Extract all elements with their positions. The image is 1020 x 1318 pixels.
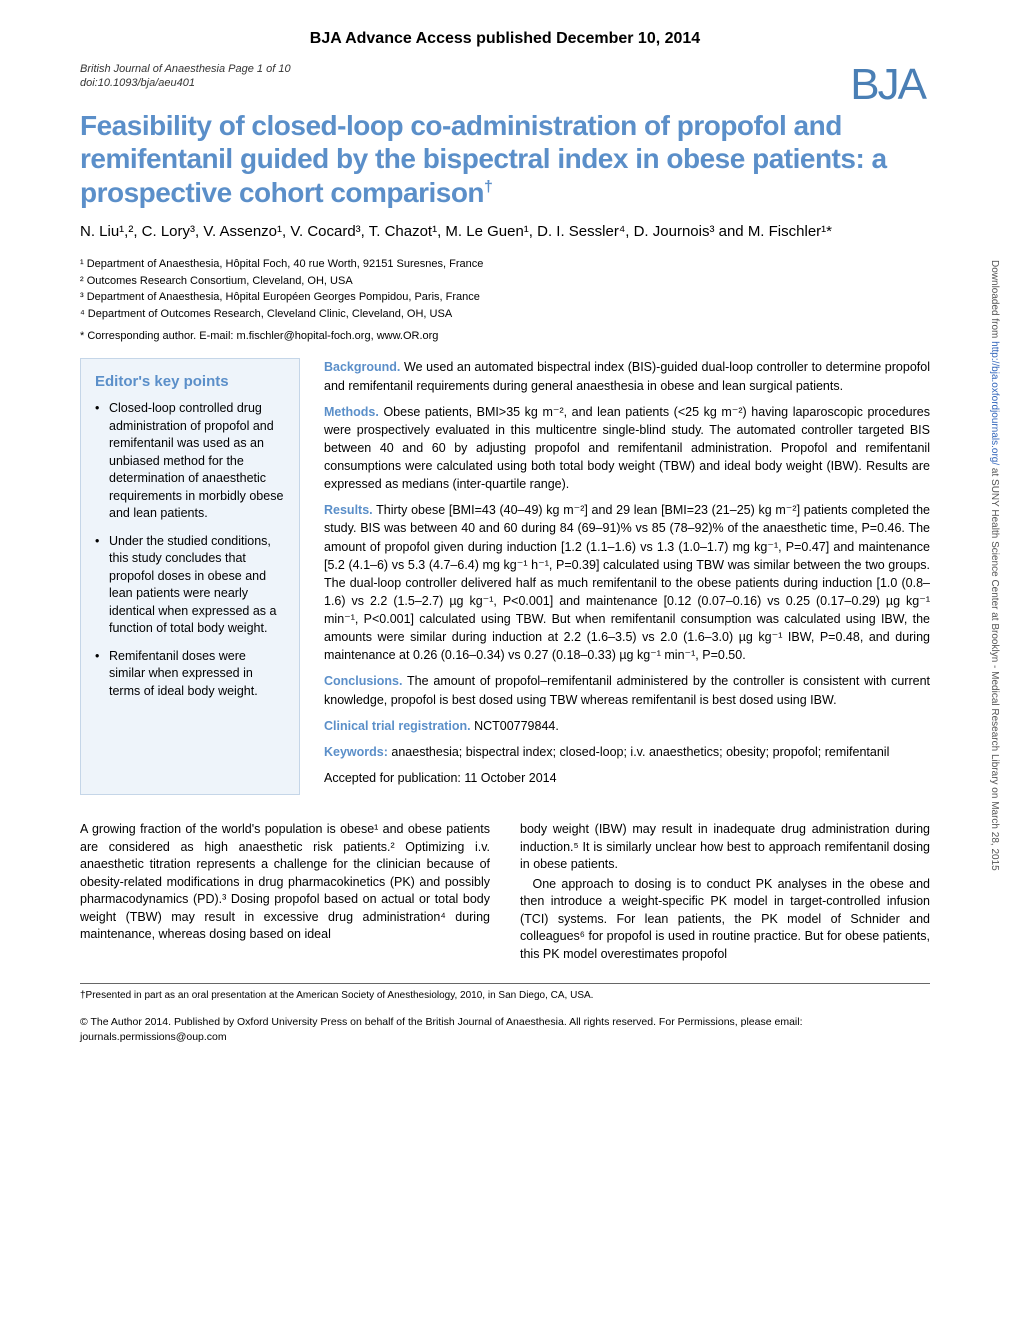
- side-post: at SUNY Health Science Center at Brookly…: [989, 465, 1000, 871]
- corresponding-author: * Corresponding author. E-mail: m.fischl…: [80, 330, 930, 342]
- affiliation-line: ² Outcomes Research Consortium, Clevelan…: [80, 273, 930, 290]
- copyright-notice: © The Author 2014. Published by Oxford U…: [80, 1015, 930, 1044]
- advance-access-banner: BJA Advance Access published December 10…: [80, 30, 930, 48]
- abstract-text: We used an automated bispectral index (B…: [324, 360, 930, 392]
- journal-page-line: British Journal of Anaesthesia Page 1 of…: [80, 62, 930, 76]
- abstract-label: Methods.: [324, 405, 379, 419]
- body-paragraph: A growing fraction of the world's popula…: [80, 821, 490, 944]
- dagger-footnote: †Presented in part as an oral presentati…: [80, 990, 930, 1001]
- abstract: Background. We used an automated bispect…: [324, 358, 930, 795]
- abstract-methods: Methods. Obese patients, BMI>35 kg m⁻², …: [324, 403, 930, 494]
- abstract-label: Keywords:: [324, 745, 388, 759]
- author-list: N. Liu¹,², C. Lory³, V. Assenzo¹, V. Coc…: [80, 223, 930, 240]
- body-col-left: A growing fraction of the world's popula…: [80, 821, 490, 963]
- abstract-keywords: Keywords: anaesthesia; bispectral index;…: [324, 743, 930, 761]
- editors-key-points-box: Editor's key points Closed-loop controll…: [80, 358, 300, 795]
- abstract-conclusions: Conclusions. The amount of propofol–remi…: [324, 672, 930, 708]
- abstract-label: Background.: [324, 360, 400, 374]
- abstract-background: Background. We used an automated bispect…: [324, 358, 930, 394]
- title-dagger: †: [484, 178, 492, 195]
- abstract-results: Results. Thirty obese [BMI=43 (40–49) kg…: [324, 501, 930, 664]
- abstract-text: anaesthesia; bispectral index; closed-lo…: [391, 745, 889, 759]
- abstract-text: NCT00779844.: [474, 719, 559, 733]
- keypoint-item: Closed-loop controlled drug administrati…: [95, 400, 285, 523]
- abstract-text: Thirty obese [BMI=43 (40–49) kg m⁻²] and…: [324, 503, 930, 662]
- footnote-separator: [80, 983, 930, 984]
- journal-logo: BJA: [850, 60, 925, 110]
- logo-text: BJA: [850, 60, 925, 109]
- abstract-trial-reg: Clinical trial registration. NCT00779844…: [324, 717, 930, 735]
- journal-meta: British Journal of Anaesthesia Page 1 of…: [80, 62, 930, 91]
- keypoint-item: Under the studied conditions, this study…: [95, 533, 285, 638]
- doi-line: doi:10.1093/bja/aeu401: [80, 76, 930, 90]
- accepted-date: Accepted for publication: 11 October 201…: [324, 769, 930, 787]
- affiliation-line: ⁴ Department of Outcomes Research, Cleve…: [80, 306, 930, 323]
- body-columns: A growing fraction of the world's popula…: [80, 821, 930, 963]
- body-col-right: body weight (IBW) may result in inadequa…: [520, 821, 930, 963]
- body-paragraph: One approach to dosing is to conduct PK …: [520, 876, 930, 964]
- download-provenance: Downloaded from http://bja.oxfordjournal…: [989, 260, 1000, 1020]
- abstract-label: Conclusions.: [324, 674, 402, 688]
- keypoints-heading: Editor's key points: [95, 373, 285, 390]
- side-link[interactable]: http://bja.oxfordjournals.org/: [989, 341, 1000, 465]
- body-paragraph: body weight (IBW) may result in inadequa…: [520, 821, 930, 874]
- abstract-text: Obese patients, BMI>35 kg m⁻², and lean …: [324, 405, 930, 492]
- keypoint-item: Remifentanil doses were similar when exp…: [95, 648, 285, 701]
- affiliation-line: ³ Department of Anaesthesia, Hôpital Eur…: [80, 289, 930, 306]
- abstract-label: Results.: [324, 503, 373, 517]
- article-title: Feasibility of closed-loop co-administra…: [80, 109, 930, 210]
- affiliation-line: ¹ Department of Anaesthesia, Hôpital Foc…: [80, 256, 930, 273]
- affiliations: ¹ Department of Anaesthesia, Hôpital Foc…: [80, 256, 930, 322]
- abstract-text: The amount of propofol–remifentanil admi…: [324, 674, 930, 706]
- abstract-label: Clinical trial registration.: [324, 719, 471, 733]
- side-pre: Downloaded from: [989, 260, 1000, 341]
